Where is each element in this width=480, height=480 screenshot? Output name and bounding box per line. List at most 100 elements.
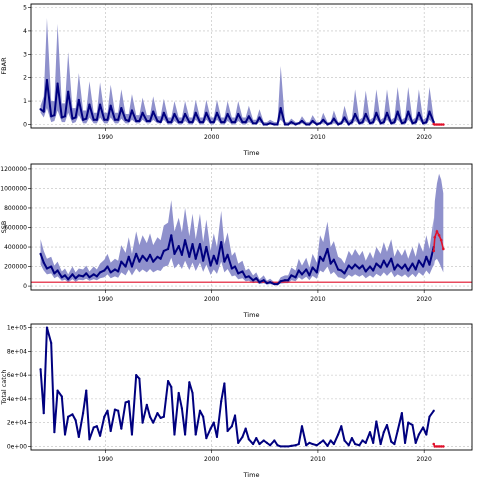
- series-point: [71, 413, 74, 416]
- series-point: [279, 280, 282, 283]
- x-tick-label: 2020: [417, 296, 432, 303]
- series-point: [368, 431, 372, 434]
- y-axis-label: SSB: [0, 221, 8, 234]
- series-point: [113, 408, 117, 411]
- series-point: [425, 255, 428, 258]
- series-point: [315, 444, 318, 447]
- series-point: [268, 444, 272, 447]
- series-point: [159, 416, 162, 420]
- series-point: [414, 121, 417, 124]
- series-point: [258, 116, 261, 119]
- series-point: [337, 433, 340, 436]
- series-point: [396, 110, 399, 113]
- series-point: [212, 121, 215, 124]
- series-point: [198, 409, 202, 412]
- series-point: [340, 122, 343, 125]
- series-point: [205, 111, 208, 114]
- y-tick-label: 0e+00: [7, 443, 27, 450]
- y-tick-label: 0: [23, 121, 27, 128]
- series-point: [85, 389, 88, 392]
- series-point: [432, 121, 435, 124]
- series-point: [53, 431, 56, 434]
- series-point: [255, 277, 258, 280]
- series-point: [233, 265, 237, 268]
- series-point: [332, 258, 335, 261]
- series-point: [343, 272, 346, 275]
- series-point: [358, 444, 361, 447]
- series-point: [385, 265, 389, 268]
- series-point: [45, 78, 49, 82]
- series-point: [375, 420, 378, 423]
- projection-point: [435, 445, 439, 448]
- series-point: [432, 409, 435, 412]
- series-point: [152, 110, 155, 113]
- projection-point: [433, 445, 437, 448]
- y-tick-label: 600000: [4, 224, 27, 231]
- series-point: [247, 115, 250, 118]
- y-axis-label: Total catch: [0, 369, 8, 405]
- series-point: [162, 415, 165, 418]
- series-point: [343, 116, 346, 119]
- series-point: [393, 268, 396, 271]
- y-tick-label: 200000: [4, 264, 27, 271]
- projection-point: [432, 249, 436, 253]
- x-tick-label: 2010: [310, 296, 325, 303]
- series-point: [329, 439, 332, 442]
- series-point: [117, 118, 120, 121]
- series-point: [273, 283, 276, 286]
- x-axis-label: Time: [243, 149, 260, 157]
- series-point: [358, 267, 361, 270]
- series-point: [364, 112, 367, 116]
- y-tick-label: 2e+04: [7, 420, 27, 427]
- series-point: [173, 252, 176, 255]
- series-point: [422, 265, 425, 268]
- series-point: [300, 425, 304, 428]
- series-point: [305, 444, 308, 447]
- series-point: [71, 273, 74, 276]
- series-point: [247, 275, 250, 278]
- series-point: [92, 273, 95, 276]
- series-point: [251, 279, 255, 282]
- x-tick-label: 2010: [310, 134, 325, 141]
- series-point: [268, 122, 272, 125]
- series-point: [297, 442, 300, 446]
- series-point: [180, 407, 183, 410]
- series-point: [106, 409, 109, 412]
- series-point: [347, 444, 350, 447]
- x-tick-label: 1990: [98, 456, 113, 463]
- series-point: [368, 122, 372, 125]
- series-point: [279, 445, 282, 448]
- series-point: [88, 438, 91, 441]
- series-point: [337, 268, 340, 271]
- series-point: [226, 112, 229, 116]
- series-point: [81, 275, 85, 278]
- series-point: [98, 103, 102, 106]
- projection-point: [437, 123, 441, 126]
- series-point: [127, 119, 130, 123]
- series-point: [354, 263, 357, 266]
- y-tick-label: 1: [23, 98, 27, 105]
- x-axis-label: Time: [243, 471, 260, 479]
- series-point: [247, 438, 250, 441]
- series-point: [67, 278, 70, 281]
- series-point: [390, 440, 393, 443]
- series-point: [109, 104, 112, 107]
- series-point: [215, 111, 219, 114]
- fbar-panel: 1990 2000 2010 2020 0 1 2 3 4 5 Time FBAR: [0, 3, 473, 157]
- series-point: [308, 123, 311, 126]
- series-point: [294, 276, 297, 279]
- series-point: [124, 118, 127, 121]
- series-point: [407, 110, 410, 113]
- series-point: [60, 276, 63, 279]
- series-point: [145, 259, 148, 262]
- y-tick-label: 800000: [4, 205, 27, 212]
- series-point: [109, 429, 112, 433]
- series-point: [390, 122, 393, 125]
- series-point: [56, 82, 59, 85]
- series-point: [177, 121, 180, 124]
- projection-band: [433, 173, 444, 273]
- series-point: [273, 123, 276, 126]
- series-point: [340, 425, 343, 428]
- series-point: [276, 444, 279, 447]
- series-point: [258, 281, 261, 284]
